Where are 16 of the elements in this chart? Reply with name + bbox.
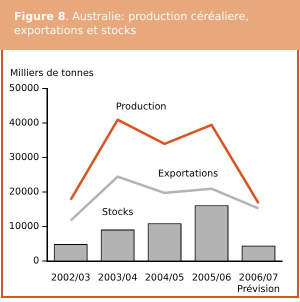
chart-title: Figure 8. Australie: production céréaliere, exportations et stocks (0, 0, 300, 50)
x-tick-label: 2004/05 (144, 272, 184, 284)
y-tick-label: 30000 (8, 152, 40, 164)
series-label: Production (116, 101, 166, 112)
x-tick-label: 2006/07 Prévision (237, 272, 280, 295)
y-axis-title: Milliers de tonnes (10, 68, 94, 79)
y-tick-label: 0 (33, 256, 40, 267)
y-tick-label: 20000 (8, 186, 40, 198)
x-tick-label: 2002/03 (50, 272, 90, 284)
series-label: Stocks (102, 207, 134, 218)
y-tick-label: 10000 (8, 221, 40, 232)
x-tick-label: 2003/04 (98, 272, 138, 284)
series-label: Exportations (158, 168, 218, 180)
y-tick-label: 40000 (8, 118, 40, 129)
y-tick-label: 50000 (8, 83, 40, 94)
x-tick-label: 2005/06 (192, 272, 232, 284)
